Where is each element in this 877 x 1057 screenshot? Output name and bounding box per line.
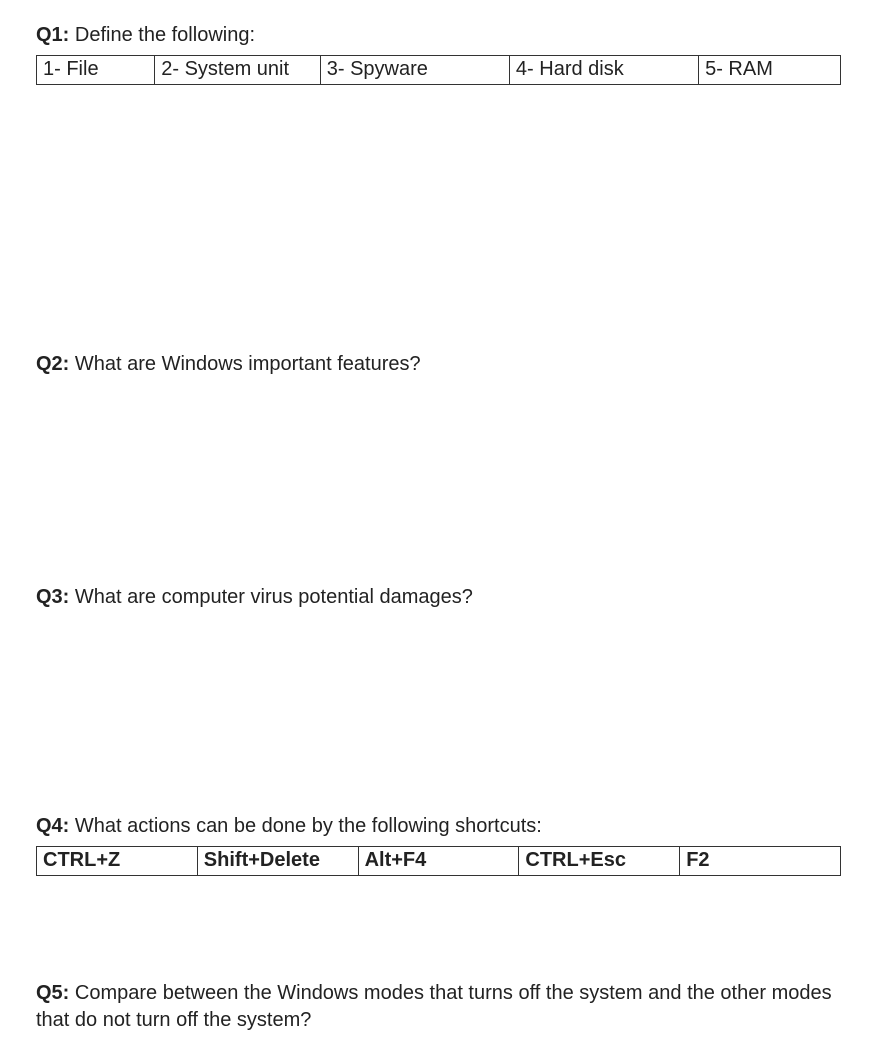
q4-text: What actions can be done by the followin… xyxy=(69,815,542,837)
q3-text: What are computer virus potential damage… xyxy=(69,586,473,608)
question-3: Q3: What are computer virus potential da… xyxy=(36,584,841,611)
q4-label: Q4: xyxy=(36,815,69,837)
question-2: Q2: What are Windows important features? xyxy=(36,351,841,378)
question-4: Q4: What actions can be done by the foll… xyxy=(36,813,841,840)
q4-cell-1: CTRL+Z xyxy=(37,847,198,876)
q2-label: Q2: xyxy=(36,353,69,375)
answer-space-q3 xyxy=(36,617,841,813)
answer-space-q4 xyxy=(36,876,841,980)
q1-cell-1: 1- File xyxy=(37,56,155,85)
q5-label: Q5: xyxy=(36,982,69,1004)
q3-label: Q3: xyxy=(36,586,69,608)
q1-terms-table: 1- File 2- System unit 3- Spyware 4- Har… xyxy=(36,55,841,85)
q1-cell-2: 2- System unit xyxy=(155,56,321,85)
table-row: CTRL+Z Shift+Delete Alt+F4 CTRL+Esc F2 xyxy=(37,847,841,876)
q4-cell-4: CTRL+Esc xyxy=(519,847,680,876)
q4-cell-5: F2 xyxy=(680,847,841,876)
answer-space-q1 xyxy=(36,85,841,351)
question-1: Q1: Define the following: xyxy=(36,22,841,49)
question-5: Q5: Compare between the Windows modes th… xyxy=(36,980,841,1034)
q1-text: Define the following: xyxy=(69,24,255,46)
q4-cell-3: Alt+F4 xyxy=(358,847,519,876)
q4-shortcuts-table: CTRL+Z Shift+Delete Alt+F4 CTRL+Esc F2 xyxy=(36,846,841,876)
q1-cell-3: 3- Spyware xyxy=(320,56,509,85)
q4-cell-2: Shift+Delete xyxy=(197,847,358,876)
q1-label: Q1: xyxy=(36,24,69,46)
table-row: 1- File 2- System unit 3- Spyware 4- Har… xyxy=(37,56,841,85)
answer-space-q2 xyxy=(36,384,841,584)
worksheet-page: Q1: Define the following: 1- File 2- Sys… xyxy=(0,0,877,1057)
q1-cell-4: 4- Hard disk xyxy=(509,56,698,85)
q2-text: What are Windows important features? xyxy=(69,353,420,375)
q1-cell-5: 5- RAM xyxy=(699,56,841,85)
q5-text: Compare between the Windows modes that t… xyxy=(36,982,832,1031)
